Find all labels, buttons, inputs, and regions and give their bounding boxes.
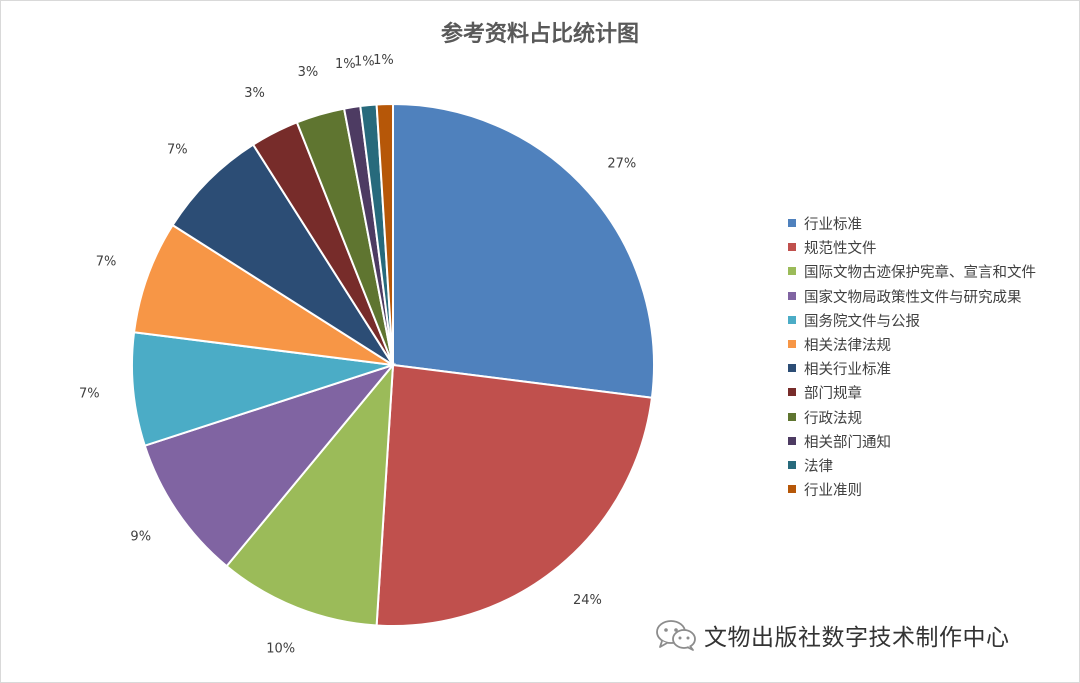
pie-slice-0 <box>392 102 655 399</box>
legend-swatch-1 <box>788 243 796 252</box>
legend-swatch-9 <box>788 436 796 445</box>
legend-swatch-4 <box>788 315 796 324</box>
legend-label-7: 部门规章 <box>804 386 862 403</box>
legend-swatch-0 <box>788 219 796 227</box>
legend-item-2: 国际文物古迹保护宪章、宣言和文件 <box>788 261 1036 285</box>
slice-label-3: 9% <box>130 529 151 544</box>
slice-label-8: 3% <box>298 65 319 80</box>
legend-item-0: 行业标准 <box>788 213 1036 237</box>
legend-label-0: 行业标准 <box>804 217 862 233</box>
legend-item-7: 部门规章 <box>788 382 1036 406</box>
legend-label-5: 相关法律法规 <box>804 337 891 354</box>
legend-swatch-3 <box>788 291 796 300</box>
legend-item-1: 规范性文件 <box>788 237 1036 261</box>
legend-label-6: 相关行业标准 <box>804 362 891 379</box>
watermark: 文物出版社数字技术制作中心 <box>654 618 1010 652</box>
legend-swatch-6 <box>788 364 796 373</box>
legend-label-3: 国家文物局政策性文件与研究成果 <box>804 289 1022 306</box>
legend-swatch-11 <box>788 485 796 494</box>
pie-slice-6 <box>171 143 394 366</box>
slice-label-0: 27% <box>607 156 636 171</box>
pie-slice-3 <box>143 362 396 568</box>
legend-label-2: 国际文物古迹保护宪章、宣言和文件 <box>804 265 1036 282</box>
slice-label-1: 24% <box>573 593 602 608</box>
legend-item-3: 国家文物局政策性文件与研究成果 <box>788 286 1036 310</box>
pie-slice-5 <box>132 223 394 366</box>
slice-label-11: 1% <box>373 53 394 68</box>
legend-label-8: 行政法规 <box>804 410 862 427</box>
legend-swatch-2 <box>788 267 796 276</box>
legend-item-11: 行业准则 <box>788 479 1036 503</box>
pie-slice-4 <box>131 331 394 447</box>
legend-item-10: 法律 <box>788 455 1036 479</box>
slice-label-4: 7% <box>79 387 100 402</box>
pie-slice-2 <box>225 361 395 627</box>
watermark-text: 文物出版社数字技术制作中心 <box>704 625 1010 651</box>
legend-swatch-7 <box>788 388 796 397</box>
chart-title: 参考资料占比统计图 <box>440 21 639 47</box>
slice-label-2: 10% <box>266 642 295 657</box>
legend-label-10: 法律 <box>804 458 833 475</box>
legend-swatch-10 <box>788 460 796 469</box>
slice-label-7: 3% <box>244 86 265 101</box>
pie-slice-11 <box>375 102 394 366</box>
legend-item-8: 行政法规 <box>788 407 1036 431</box>
legend-label-4: 国务院文件与公报 <box>804 313 920 330</box>
wechat-icon <box>656 620 696 651</box>
legend-label-11: 行业准则 <box>804 483 862 500</box>
slice-label-5: 7% <box>96 255 117 270</box>
legend: 行业标准规范性文件国际文物古迹保护宪章、宣言和文件 国家文物局政策性文件与研究成果… <box>788 213 1036 503</box>
legend-item-6: 相关行业标准 <box>788 358 1036 382</box>
pie-slice-1 <box>375 363 654 627</box>
legend-item-5: 相关法律法规 <box>788 334 1036 358</box>
slice-label-6: 7% <box>167 142 188 157</box>
legend-item-4: 国务院文件与公报 <box>788 310 1036 334</box>
slice-label-10: 1% <box>354 54 375 69</box>
legend-swatch-8 <box>788 412 796 421</box>
legend-item-9: 相关部门通知 <box>788 431 1036 455</box>
legend-swatch-5 <box>788 339 796 348</box>
slice-label-9: 1% <box>335 57 356 72</box>
legend-label-1: 规范性文件 <box>804 241 877 258</box>
legend-label-9: 相关部门通知 <box>804 434 891 451</box>
